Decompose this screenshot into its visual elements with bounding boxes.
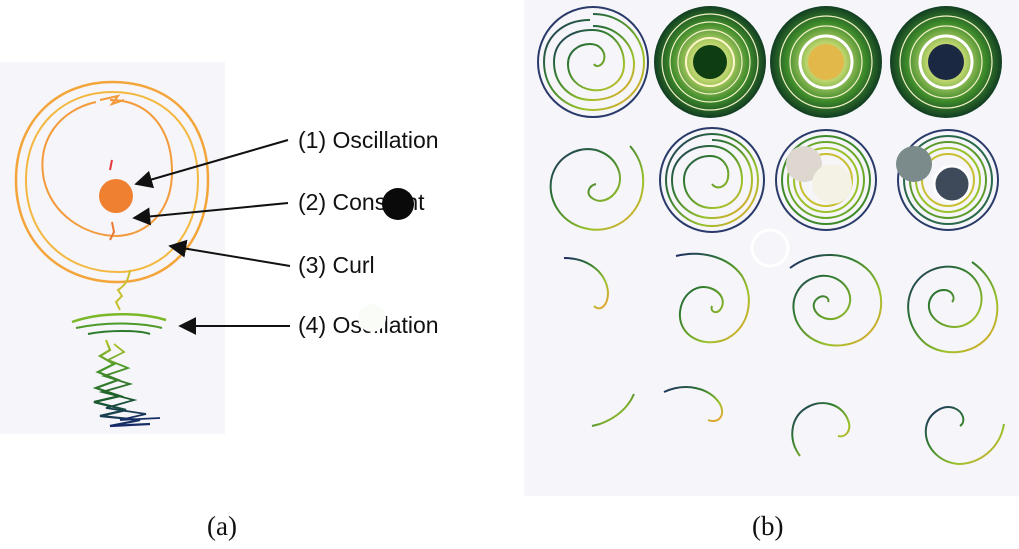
spiral-r4c2 [663,386,724,422]
panel-a: (1) Oscillation (2) Constant (3) Curl (4… [0,62,439,541]
spiral-r2c3 [750,129,877,268]
occluder-white [358,304,386,332]
oscillation-tail [71,269,167,428]
spiral-r4c4 [924,406,1005,466]
label-curl: (3) Curl [298,252,375,278]
disc-r1c4 [890,6,1002,118]
caption-a: (a) [207,511,237,541]
spiral-r2c1 [549,145,645,231]
blob-cream-r2c3 [812,164,852,204]
curl-rings [14,80,210,284]
occluder-black [382,188,414,220]
label-arrows [132,139,291,335]
spiral-r3c1 [563,257,610,310]
spiral-r3c2 [675,252,750,344]
spiral-r3c4 [907,261,999,354]
blob-gray-r2c3 [786,146,822,182]
spiral-r4c3 [791,402,851,457]
disc-r1c4-center [928,44,964,80]
disc-r1c2-center [693,45,727,79]
panel-b: (b) [524,0,1019,541]
blob-navy-r2c4 [932,164,972,204]
label-oscillation-1: (1) Oscillation [298,127,439,153]
spiral-r2c4 [896,129,999,231]
disc-r1c3-center [808,44,844,80]
disc-r1c2 [654,6,766,118]
arrow-oscillation-1 [134,139,289,189]
spiral-r1c1 [537,6,649,118]
disc-r1c3 [770,6,882,118]
blob-slate-r2c4 [896,146,932,182]
constant-dot [99,179,133,213]
spiral-r2c2 [659,127,765,233]
caption-b: (b) [752,511,783,541]
arrow-constant [132,202,289,226]
spiral-r3c3 [789,254,883,347]
spiral-r4c1 [591,393,635,427]
arrow-curl [168,239,291,267]
blob-ring-r2c3 [750,228,790,268]
